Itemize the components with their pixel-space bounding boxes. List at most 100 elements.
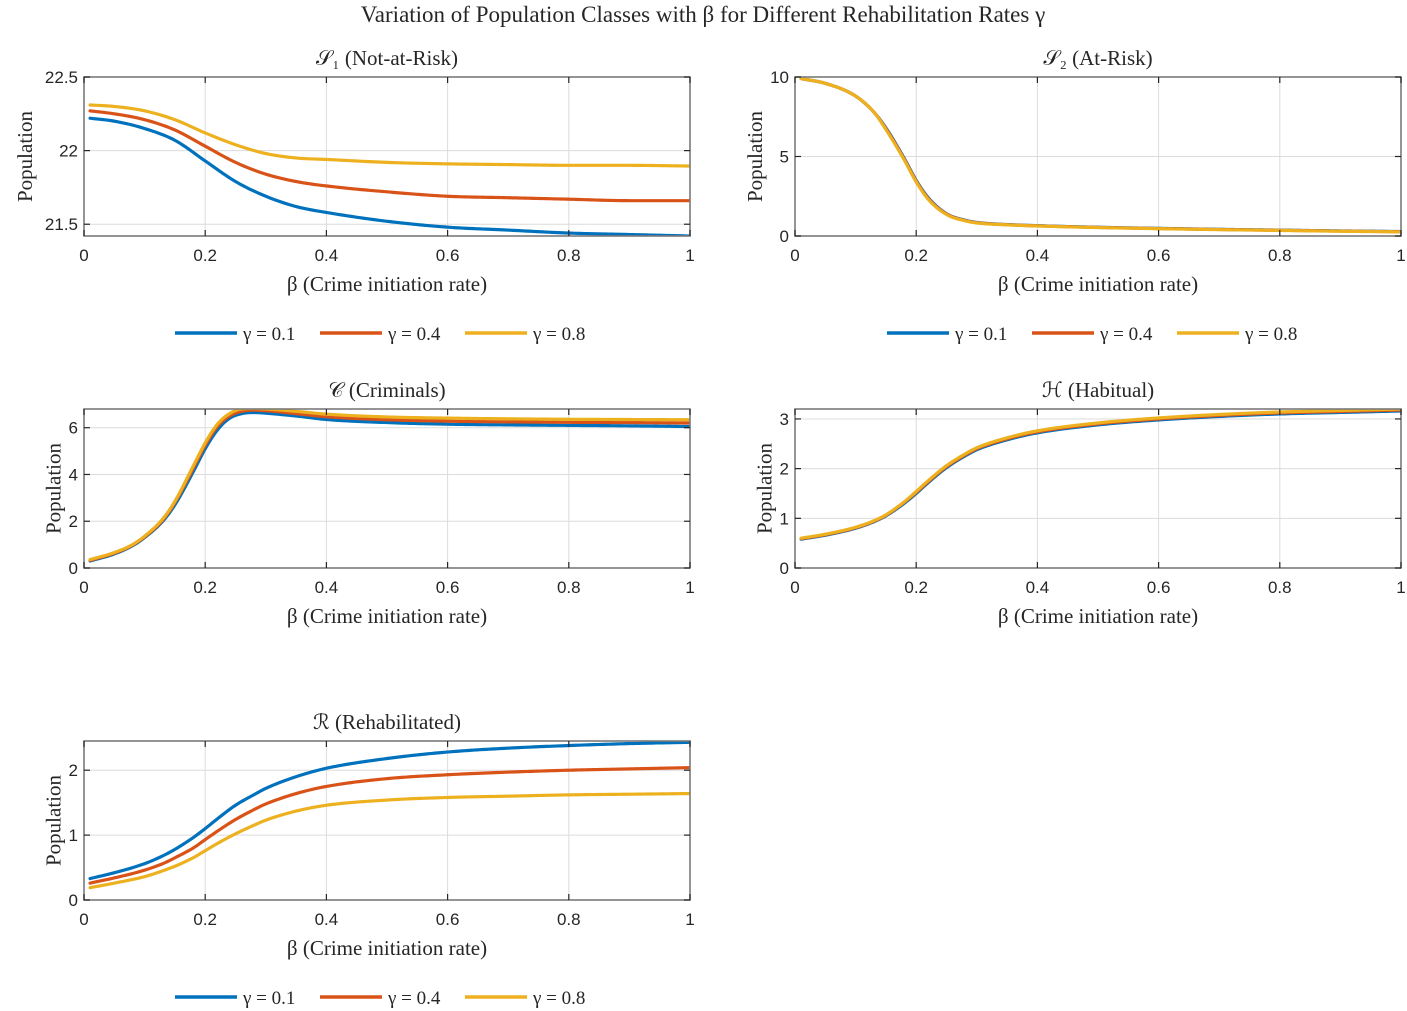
legend-item: γ = 0.4 bbox=[320, 324, 441, 345]
legend: γ = 0.1 γ = 0.4 γ = 0.8 bbox=[175, 324, 585, 345]
plot-area bbox=[84, 77, 690, 236]
legends: γ = 0.1 γ = 0.4 γ = 0.8 γ = 0.1 γ = 0.4 γ = 0… bbox=[175, 324, 1297, 1009]
y-tick-label: 3 bbox=[780, 410, 789, 429]
legend-label: γ = 0.8 bbox=[532, 324, 585, 345]
legend: γ = 0.1 γ = 0.4 γ = 0.8 bbox=[887, 324, 1297, 345]
x-tick-label: 0.2 bbox=[904, 578, 928, 597]
x-tick-label: 0.4 bbox=[315, 910, 339, 929]
series-line-gamma-2 bbox=[88, 103, 690, 168]
axes-frame bbox=[83, 740, 691, 901]
y-tick-label: 10 bbox=[770, 68, 789, 87]
legend-label: γ = 0.4 bbox=[387, 988, 441, 1009]
x-tick-label: 0.6 bbox=[436, 246, 460, 265]
legend-item: γ = 0.1 bbox=[887, 324, 1007, 345]
series-line-gamma-2 bbox=[799, 409, 1401, 540]
y-tick-label: 0 bbox=[780, 227, 789, 246]
x-tick-label: 0.8 bbox=[557, 578, 581, 597]
x-tick-label: 0.6 bbox=[1147, 246, 1171, 265]
x-axis-label: β (Crime initiation rate) bbox=[287, 936, 487, 960]
legend-item: γ = 0.8 bbox=[1177, 324, 1297, 345]
y-tick-label: 0 bbox=[780, 559, 789, 578]
x-tick-label: 0.2 bbox=[904, 246, 928, 265]
x-tick-label: 0.2 bbox=[193, 578, 217, 597]
legend-label: γ = 0.1 bbox=[242, 324, 295, 345]
panel-s1: 0 0.2 0.4 0.6 0.8 1 21.5 22 22.5 𝒮₁ (Not-at-Risk)… bbox=[13, 46, 695, 296]
x-tick-label: 0.8 bbox=[557, 910, 581, 929]
panel-title: ℛ (Rehabilitated) bbox=[313, 710, 461, 734]
legend-item: γ = 0.4 bbox=[1032, 324, 1153, 345]
series-line-gamma-2 bbox=[88, 409, 690, 562]
legend-label: γ = 0.1 bbox=[242, 988, 295, 1009]
y-tick-label: 1 bbox=[69, 826, 78, 845]
series-group bbox=[88, 741, 690, 890]
x-axis-label: β (Crime initiation rate) bbox=[998, 604, 1198, 628]
x-tick-label: 0.4 bbox=[1026, 246, 1050, 265]
legend: γ = 0.1 γ = 0.4 γ = 0.8 bbox=[175, 988, 585, 1009]
panel-title: 𝒞 (Criminals) bbox=[328, 378, 445, 402]
x-tick-label: 0.2 bbox=[193, 910, 217, 929]
plot-area bbox=[795, 409, 1401, 568]
series-line-gamma-1 bbox=[88, 109, 690, 203]
x-axis-label: β (Crime initiation rate) bbox=[998, 272, 1198, 296]
y-tick-label: 0 bbox=[69, 559, 78, 578]
y-axis-label: Population bbox=[753, 443, 777, 535]
series-line-gamma-2 bbox=[88, 791, 690, 890]
x-tick-label: 0 bbox=[790, 246, 799, 265]
y-axis-label: Population bbox=[743, 111, 767, 203]
x-tick-label: 0.4 bbox=[315, 578, 339, 597]
x-tick-label: 1 bbox=[1396, 578, 1405, 597]
y-tick-label: 5 bbox=[780, 148, 789, 167]
x-tick-label: 0 bbox=[79, 246, 88, 265]
legend-label: γ = 0.4 bbox=[387, 324, 441, 345]
y-axis-label: Population bbox=[13, 111, 37, 203]
y-axis-label: Population bbox=[42, 775, 66, 867]
x-tick-label: 0.8 bbox=[1268, 246, 1292, 265]
x-tick-label: 0 bbox=[79, 578, 88, 597]
x-tick-label: 1 bbox=[685, 910, 694, 929]
x-tick-label: 0.6 bbox=[436, 910, 460, 929]
plot-area bbox=[84, 409, 690, 568]
axes-frame bbox=[83, 76, 691, 237]
axes-frame bbox=[794, 408, 1402, 569]
y-tick-label: 1 bbox=[780, 509, 789, 528]
x-axis-label: β (Crime initiation rate) bbox=[287, 604, 487, 628]
y-tick-label: 4 bbox=[69, 465, 78, 484]
legend-label: γ = 0.8 bbox=[532, 988, 585, 1009]
series-group bbox=[799, 409, 1401, 541]
y-tick-label: 22.5 bbox=[45, 68, 78, 87]
figure-suptitle: Variation of Population Classes with β f… bbox=[361, 2, 1046, 27]
x-tick-label: 0.2 bbox=[193, 246, 217, 265]
panel-c: 0 0.2 0.4 0.6 0.8 1 0 2 4 6 𝒞 (Criminals) β (Crime … bbox=[42, 378, 695, 628]
panel-r: 0 0.2 0.4 0.6 0.8 1 0 1 2 ℛ (Rehabilitated) β (Cri… bbox=[42, 710, 695, 960]
y-tick-label: 2 bbox=[69, 761, 78, 780]
legend-item: γ = 0.1 bbox=[175, 324, 295, 345]
x-axis-label: β (Crime initiation rate) bbox=[287, 272, 487, 296]
y-tick-label: 2 bbox=[69, 512, 78, 531]
legend-item: γ = 0.1 bbox=[175, 988, 295, 1009]
y-tick-label: 21.5 bbox=[45, 215, 78, 234]
series-group bbox=[799, 77, 1401, 234]
panel-title: 𝒮₂ (At-Risk) bbox=[1043, 46, 1152, 70]
x-tick-label: 0.4 bbox=[315, 246, 339, 265]
series-group bbox=[88, 409, 690, 563]
panel-h: 0 0.2 0.4 0.6 0.8 1 0 1 2 3 ℋ (Habitual) β (Crime i… bbox=[753, 378, 1406, 628]
x-tick-label: 0 bbox=[79, 910, 88, 929]
series-group bbox=[88, 103, 690, 236]
panel-title: 𝒮₁ (Not-at-Risk) bbox=[316, 46, 458, 70]
legend-item: γ = 0.8 bbox=[465, 988, 585, 1009]
y-tick-label: 22 bbox=[59, 142, 78, 161]
x-tick-label: 1 bbox=[1396, 246, 1405, 265]
x-tick-label: 0.4 bbox=[1026, 578, 1050, 597]
series-line-gamma-1 bbox=[88, 766, 690, 885]
x-tick-label: 0.8 bbox=[557, 246, 581, 265]
legend-item: γ = 0.4 bbox=[320, 988, 441, 1009]
series-line-gamma-0 bbox=[88, 116, 690, 236]
legend-item: γ = 0.8 bbox=[465, 324, 585, 345]
legend-label: γ = 0.1 bbox=[954, 324, 1007, 345]
x-tick-label: 0.6 bbox=[1147, 578, 1171, 597]
plot-area bbox=[84, 741, 690, 900]
x-tick-label: 1 bbox=[685, 578, 694, 597]
